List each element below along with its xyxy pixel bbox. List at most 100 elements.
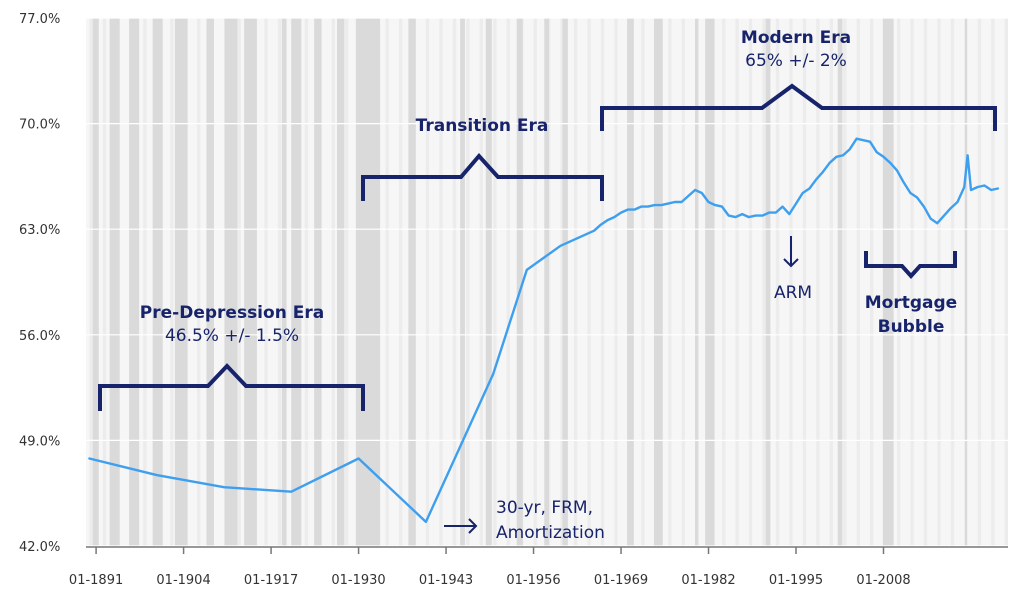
x-tick-label: 01-1995	[769, 573, 823, 588]
recession-band	[337, 18, 345, 546]
year-stripe	[923, 18, 928, 546]
mortgage-bubble-bracket	[864, 251, 957, 279]
recession-band	[206, 18, 214, 546]
year-stripe	[425, 18, 430, 546]
year-stripe	[937, 18, 941, 546]
year-stripe	[950, 18, 955, 546]
y-tick-label: 42.0%	[19, 540, 60, 555]
y-tick-label: 56.0%	[19, 329, 60, 344]
year-stripe	[493, 18, 497, 546]
year-stripe	[197, 18, 201, 546]
recession-band	[244, 18, 257, 546]
frm-label-line1: 30-yr, FRM,	[496, 498, 593, 518]
recession-band	[485, 18, 492, 546]
year-stripe	[829, 18, 834, 546]
modern-era-range: 65% +/- 2%	[745, 51, 847, 71]
recession-band	[281, 18, 287, 546]
x-tick-label: 01-1982	[681, 573, 735, 588]
recession-band	[695, 18, 699, 546]
recession-band	[355, 18, 381, 546]
x-tick-label: 01-1969	[594, 573, 648, 588]
x-axis: 01-1891 01-1904 01-1917 01-1930 01-1943 01-19…	[69, 546, 1008, 588]
year-stripe	[681, 18, 685, 546]
year-stripe	[991, 18, 995, 546]
recession-band	[174, 18, 188, 546]
x-tick-label: 01-2008	[856, 573, 910, 588]
year-stripe	[775, 18, 780, 546]
year-stripe	[896, 18, 901, 546]
recession-band	[109, 18, 120, 546]
year-stripe	[1004, 18, 1008, 546]
annotations	[98, 83, 997, 411]
year-stripe	[560, 18, 564, 546]
recession-band	[765, 18, 771, 546]
y-tick-label: 70.0%	[19, 118, 60, 133]
recession-band	[882, 18, 894, 546]
year-stripe	[452, 18, 457, 546]
recession-band	[964, 18, 967, 546]
recession-band	[460, 18, 465, 546]
year-stripe	[870, 18, 874, 546]
year-stripe	[789, 18, 793, 546]
year-stripe	[102, 18, 107, 546]
recession-band	[152, 18, 163, 546]
year-stripe	[264, 18, 268, 546]
recession-band	[837, 18, 843, 546]
x-tick-label: 01-1917	[244, 573, 298, 588]
arm-arrow-icon	[783, 236, 799, 268]
transition-bracket	[361, 152, 604, 201]
x-tick-label: 01-1904	[156, 573, 210, 588]
pre-depression-era-title: Pre-Depression Era	[140, 303, 324, 323]
pre-depression-bracket	[98, 363, 365, 411]
recession-band	[516, 18, 523, 546]
recession-band	[705, 18, 715, 546]
modern-bracket	[600, 83, 997, 131]
modern-era-title: Modern Era	[741, 28, 851, 48]
recession-band	[129, 18, 140, 546]
year-stripe	[843, 18, 847, 546]
arm-label: ARM	[774, 283, 812, 303]
year-stripe	[170, 18, 174, 546]
recession-band	[408, 18, 416, 546]
y-tick-label: 77.0%	[19, 12, 60, 27]
year-stripe	[143, 18, 147, 546]
horizontal-gridlines	[86, 17, 1008, 547]
recession-shading	[92, 18, 967, 546]
y-axis-tick-labels: 42.0% 49.0% 56.0% 63.0% 70.0% 77.0%	[19, 12, 60, 555]
year-stripe	[385, 18, 389, 546]
year-stripe	[466, 18, 470, 546]
year-stripe	[237, 18, 241, 546]
year-stripe	[856, 18, 860, 546]
year-stripe	[600, 18, 605, 546]
x-tick-label: 01-1930	[331, 573, 385, 588]
year-stripe	[331, 18, 336, 546]
mortgage-bubble-label-line2: Bubble	[878, 317, 945, 337]
arrows	[444, 236, 799, 534]
recession-band	[314, 18, 322, 546]
year-stripe	[533, 18, 537, 546]
year-stripe	[748, 18, 753, 546]
year-stripe	[345, 18, 349, 546]
year-stripe	[816, 18, 820, 546]
year-stripe	[277, 18, 282, 546]
x-tick-label: 01-1943	[419, 573, 473, 588]
year-stripe	[479, 18, 484, 546]
recession-band	[92, 18, 99, 546]
recession-band	[291, 18, 302, 546]
year-stripe	[304, 18, 309, 546]
year-stripe	[506, 18, 510, 546]
recession-band	[562, 18, 568, 546]
frm-label-line2: Amortization	[496, 523, 605, 543]
year-stripe	[398, 18, 403, 546]
frm-arrow-icon	[444, 518, 478, 534]
year-stripe	[641, 18, 645, 546]
year-stripe	[587, 18, 591, 546]
pre-depression-era-range: 46.5% +/- 1.5%	[165, 326, 299, 346]
year-stripe	[573, 18, 578, 546]
mortgage-bubble-label-line1: Mortgage	[865, 293, 957, 313]
y-tick-label: 49.0%	[19, 434, 60, 449]
year-stripe	[614, 18, 618, 546]
year-stripe	[439, 18, 443, 546]
recession-band	[627, 18, 634, 546]
